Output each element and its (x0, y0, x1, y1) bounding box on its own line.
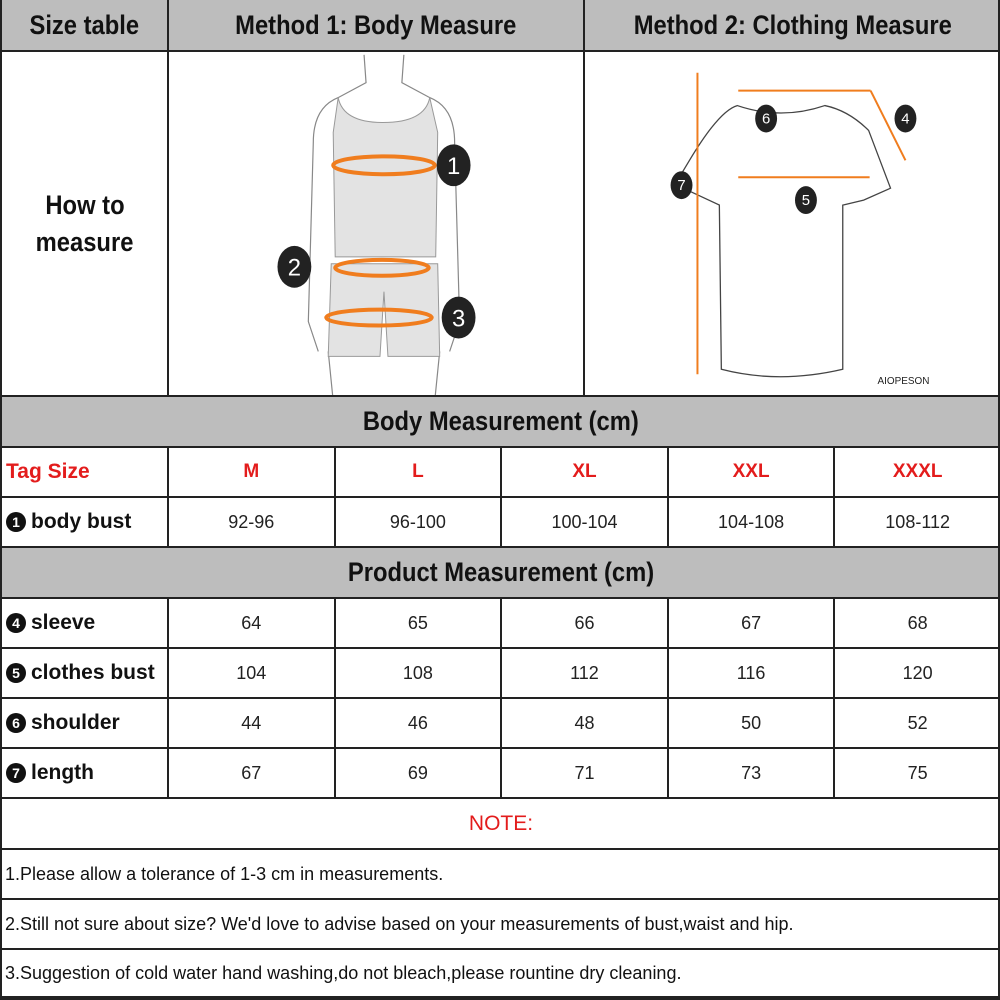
table-cell: 65 (333, 599, 501, 647)
table-cell: 104 (167, 649, 334, 697)
table-cell: 67 (167, 749, 334, 797)
table-cell: 108 (333, 649, 501, 697)
method1-header: Method 1: Body Measure (167, 0, 583, 50)
table-cell: 120 (833, 649, 1000, 697)
method2-header: Method 2: Clothing Measure (583, 0, 1000, 50)
table-cell: 116 (666, 649, 834, 697)
table-row: 7 length 67 69 71 73 75 (0, 747, 1000, 797)
marker-2: 2 (288, 255, 301, 282)
note-text: 2.Still not sure about size? We'd love t… (0, 900, 1000, 948)
table-cell: 46 (333, 699, 501, 747)
marker-1: 1 (447, 153, 460, 180)
table-row: 6 shoulder 44 46 48 50 52 (0, 697, 1000, 747)
table-cell: 100-104 (500, 498, 667, 546)
table-cell: 104-108 (666, 498, 834, 546)
marker-4: 4 (901, 110, 909, 127)
table-row: 4 sleeve 64 65 66 67 68 (0, 597, 1000, 647)
table-row: 5 clothes bust 104 108 112 116 120 (0, 647, 1000, 697)
size-xl: XL (500, 448, 667, 496)
marker-6: 6 (762, 110, 770, 127)
number-badge-icon: 5 (6, 663, 26, 683)
table-cell: 66 (500, 599, 667, 647)
size-xxxl: XXXL (833, 448, 1000, 496)
tshirt-icon: 4 5 6 7 AIOPESON (670, 72, 930, 387)
section-title: Body Measurement (cm) (363, 406, 639, 436)
table-cell: 92-96 (167, 498, 334, 546)
note-text: 1.Please allow a tolerance of 1-3 cm in … (0, 850, 1000, 898)
body-illustration: 1 2 3 (167, 52, 583, 395)
label-line: measure (35, 226, 134, 257)
table-cell: 73 (666, 749, 834, 797)
number-badge-icon: 1 (6, 512, 26, 532)
note-row: 2.Still not sure about size? We'd love t… (0, 898, 1000, 948)
how-to-row: How to measure 1 2 3 4 5 6 7 AIOPESON (0, 50, 1000, 395)
table-cell: 44 (167, 699, 334, 747)
table-cell: 67 (666, 599, 834, 647)
row-label: 1 body bust (0, 498, 167, 546)
size-m: M (167, 448, 334, 496)
table-cell: 96-100 (333, 498, 501, 546)
row-label-text: length (31, 761, 94, 784)
note-title: NOTE: (0, 799, 1000, 848)
size-xxl: XXL (666, 448, 834, 496)
note-row: 3.Suggestion of cold water hand washing,… (0, 948, 1000, 998)
table-row: 1 body bust 92-96 96-100 100-104 104-108 108-1… (0, 496, 1000, 546)
note-text: 3.Suggestion of cold water hand washing,… (0, 950, 1000, 996)
header-row: Size table Method 1: Body Measure Method… (0, 0, 1000, 50)
label-line: How to (44, 189, 125, 220)
note-title-row: NOTE: (0, 797, 1000, 848)
row-label-text: sleeve (31, 611, 96, 634)
row-label-text: clothes bust (31, 661, 155, 684)
table-cell: 71 (500, 749, 667, 797)
size-l: L (333, 448, 501, 496)
table-cell: 48 (500, 699, 667, 747)
row-label-text: body bust (31, 510, 132, 533)
row-label-text: shoulder (31, 711, 120, 734)
note-row: 1.Please allow a tolerance of 1-3 cm in … (0, 848, 1000, 898)
table-cell: 69 (333, 749, 501, 797)
header-text: Method 1: Body Measure (235, 9, 517, 40)
table-cell: 64 (167, 599, 334, 647)
row-label: 6 shoulder (0, 699, 167, 747)
table-cell: 50 (666, 699, 834, 747)
section-title: Product Measurement (cm) (347, 557, 655, 587)
row-label: 7 length (0, 749, 167, 797)
row-label: 5 clothes bust (0, 649, 167, 697)
table-cell: 108-112 (833, 498, 1000, 546)
how-to-label: How to measure (0, 52, 167, 395)
number-badge-icon: 7 (6, 763, 26, 783)
body-section-title: Body Measurement (cm) (0, 395, 1000, 446)
size-table-header: Size table (0, 0, 167, 50)
marker-3: 3 (452, 306, 465, 333)
number-badge-icon: 4 (6, 613, 26, 633)
product-section-title: Product Measurement (cm) (0, 546, 1000, 597)
table-cell: 68 (833, 599, 1000, 647)
table-cell: 52 (833, 699, 1000, 747)
marker-7: 7 (677, 177, 685, 194)
number-badge-icon: 6 (6, 713, 26, 733)
row-label: 4 sleeve (0, 599, 167, 647)
tag-size-row: Tag Size M L XL XXL XXXL (0, 446, 1000, 496)
header-text: Method 2: Clothing Measure (633, 9, 952, 40)
table-cell: 75 (833, 749, 1000, 797)
header-text: Size table (29, 9, 140, 40)
marker-5: 5 (802, 192, 810, 209)
body-figure-icon: 1 2 3 (277, 54, 476, 395)
table-cell: 112 (500, 649, 667, 697)
shirt-illustration: 4 5 6 7 AIOPESON (583, 52, 1000, 395)
brand-logo: AIOPESON (878, 376, 930, 387)
tag-size-label: Tag Size (0, 448, 167, 496)
